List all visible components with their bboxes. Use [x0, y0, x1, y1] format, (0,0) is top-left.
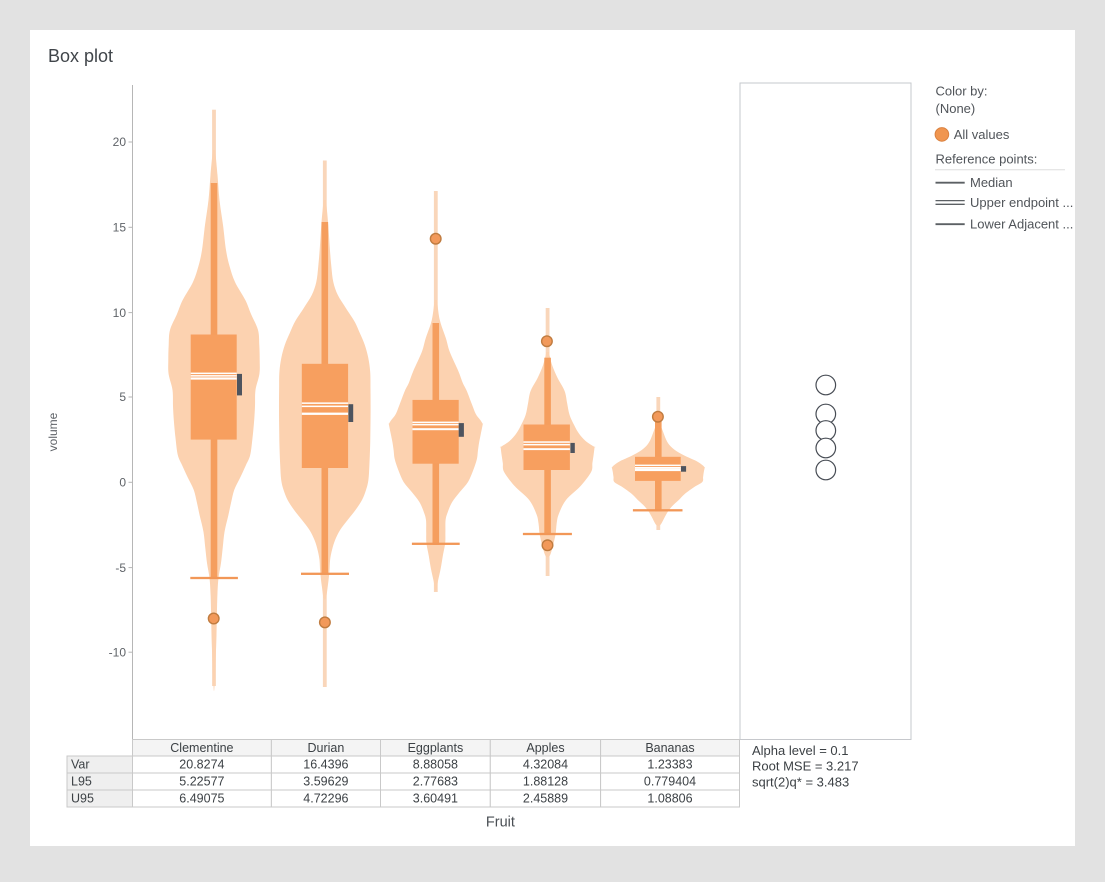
svg-text:L95: L95 — [71, 775, 92, 789]
svg-text:6.49075: 6.49075 — [179, 792, 224, 806]
svg-text:0: 0 — [119, 476, 126, 490]
svg-text:20: 20 — [113, 135, 127, 149]
svg-text:2.45889: 2.45889 — [523, 792, 568, 806]
svg-text:All values: All values — [954, 127, 1010, 142]
svg-text:4.32084: 4.32084 — [523, 758, 568, 772]
svg-text:Box plot: Box plot — [48, 46, 113, 66]
svg-text:volume: volume — [46, 412, 60, 451]
svg-text:10: 10 — [113, 306, 127, 320]
svg-text:4.72296: 4.72296 — [303, 792, 348, 806]
svg-text:Apples: Apples — [526, 741, 564, 755]
svg-text:Alpha level = 0.1: Alpha level = 0.1 — [752, 743, 848, 758]
svg-text:Bananas: Bananas — [645, 741, 694, 755]
svg-text:Eggplants: Eggplants — [408, 741, 464, 755]
svg-text:8.88058: 8.88058 — [413, 758, 458, 772]
svg-text:Color by:: Color by: — [936, 84, 988, 99]
svg-text:5: 5 — [119, 390, 126, 404]
svg-text:16.4396: 16.4396 — [303, 758, 348, 772]
svg-text:Durian: Durian — [307, 741, 344, 755]
svg-text:sqrt(2)q* = 3.483: sqrt(2)q* = 3.483 — [752, 774, 849, 789]
svg-text:3.59629: 3.59629 — [303, 775, 348, 789]
svg-text:1.88128: 1.88128 — [523, 775, 568, 789]
svg-text:Lower Adjacent ...: Lower Adjacent ... — [970, 217, 1073, 232]
svg-text:Reference points:: Reference points: — [936, 152, 1038, 167]
svg-text:-10: -10 — [109, 645, 127, 659]
svg-text:Upper endpoint ...: Upper endpoint ... — [970, 195, 1073, 210]
svg-text:1.08806: 1.08806 — [647, 792, 692, 806]
svg-text:Root MSE = 3.217: Root MSE = 3.217 — [752, 759, 859, 774]
svg-text:Var: Var — [71, 758, 90, 772]
svg-text:(None): (None) — [936, 101, 976, 116]
svg-text:0.779404: 0.779404 — [644, 775, 696, 789]
svg-text:Fruit: Fruit — [486, 815, 515, 831]
svg-text:Median: Median — [970, 175, 1013, 190]
svg-text:U95: U95 — [71, 792, 94, 806]
svg-text:2.77683: 2.77683 — [413, 775, 458, 789]
svg-text:-5: -5 — [115, 561, 126, 575]
svg-text:1.23383: 1.23383 — [647, 758, 692, 772]
svg-text:20.8274: 20.8274 — [179, 758, 224, 772]
svg-text:15: 15 — [113, 221, 127, 235]
svg-text:Clementine: Clementine — [170, 741, 233, 755]
svg-text:5.22577: 5.22577 — [179, 775, 224, 789]
svg-text:3.60491: 3.60491 — [413, 792, 458, 806]
